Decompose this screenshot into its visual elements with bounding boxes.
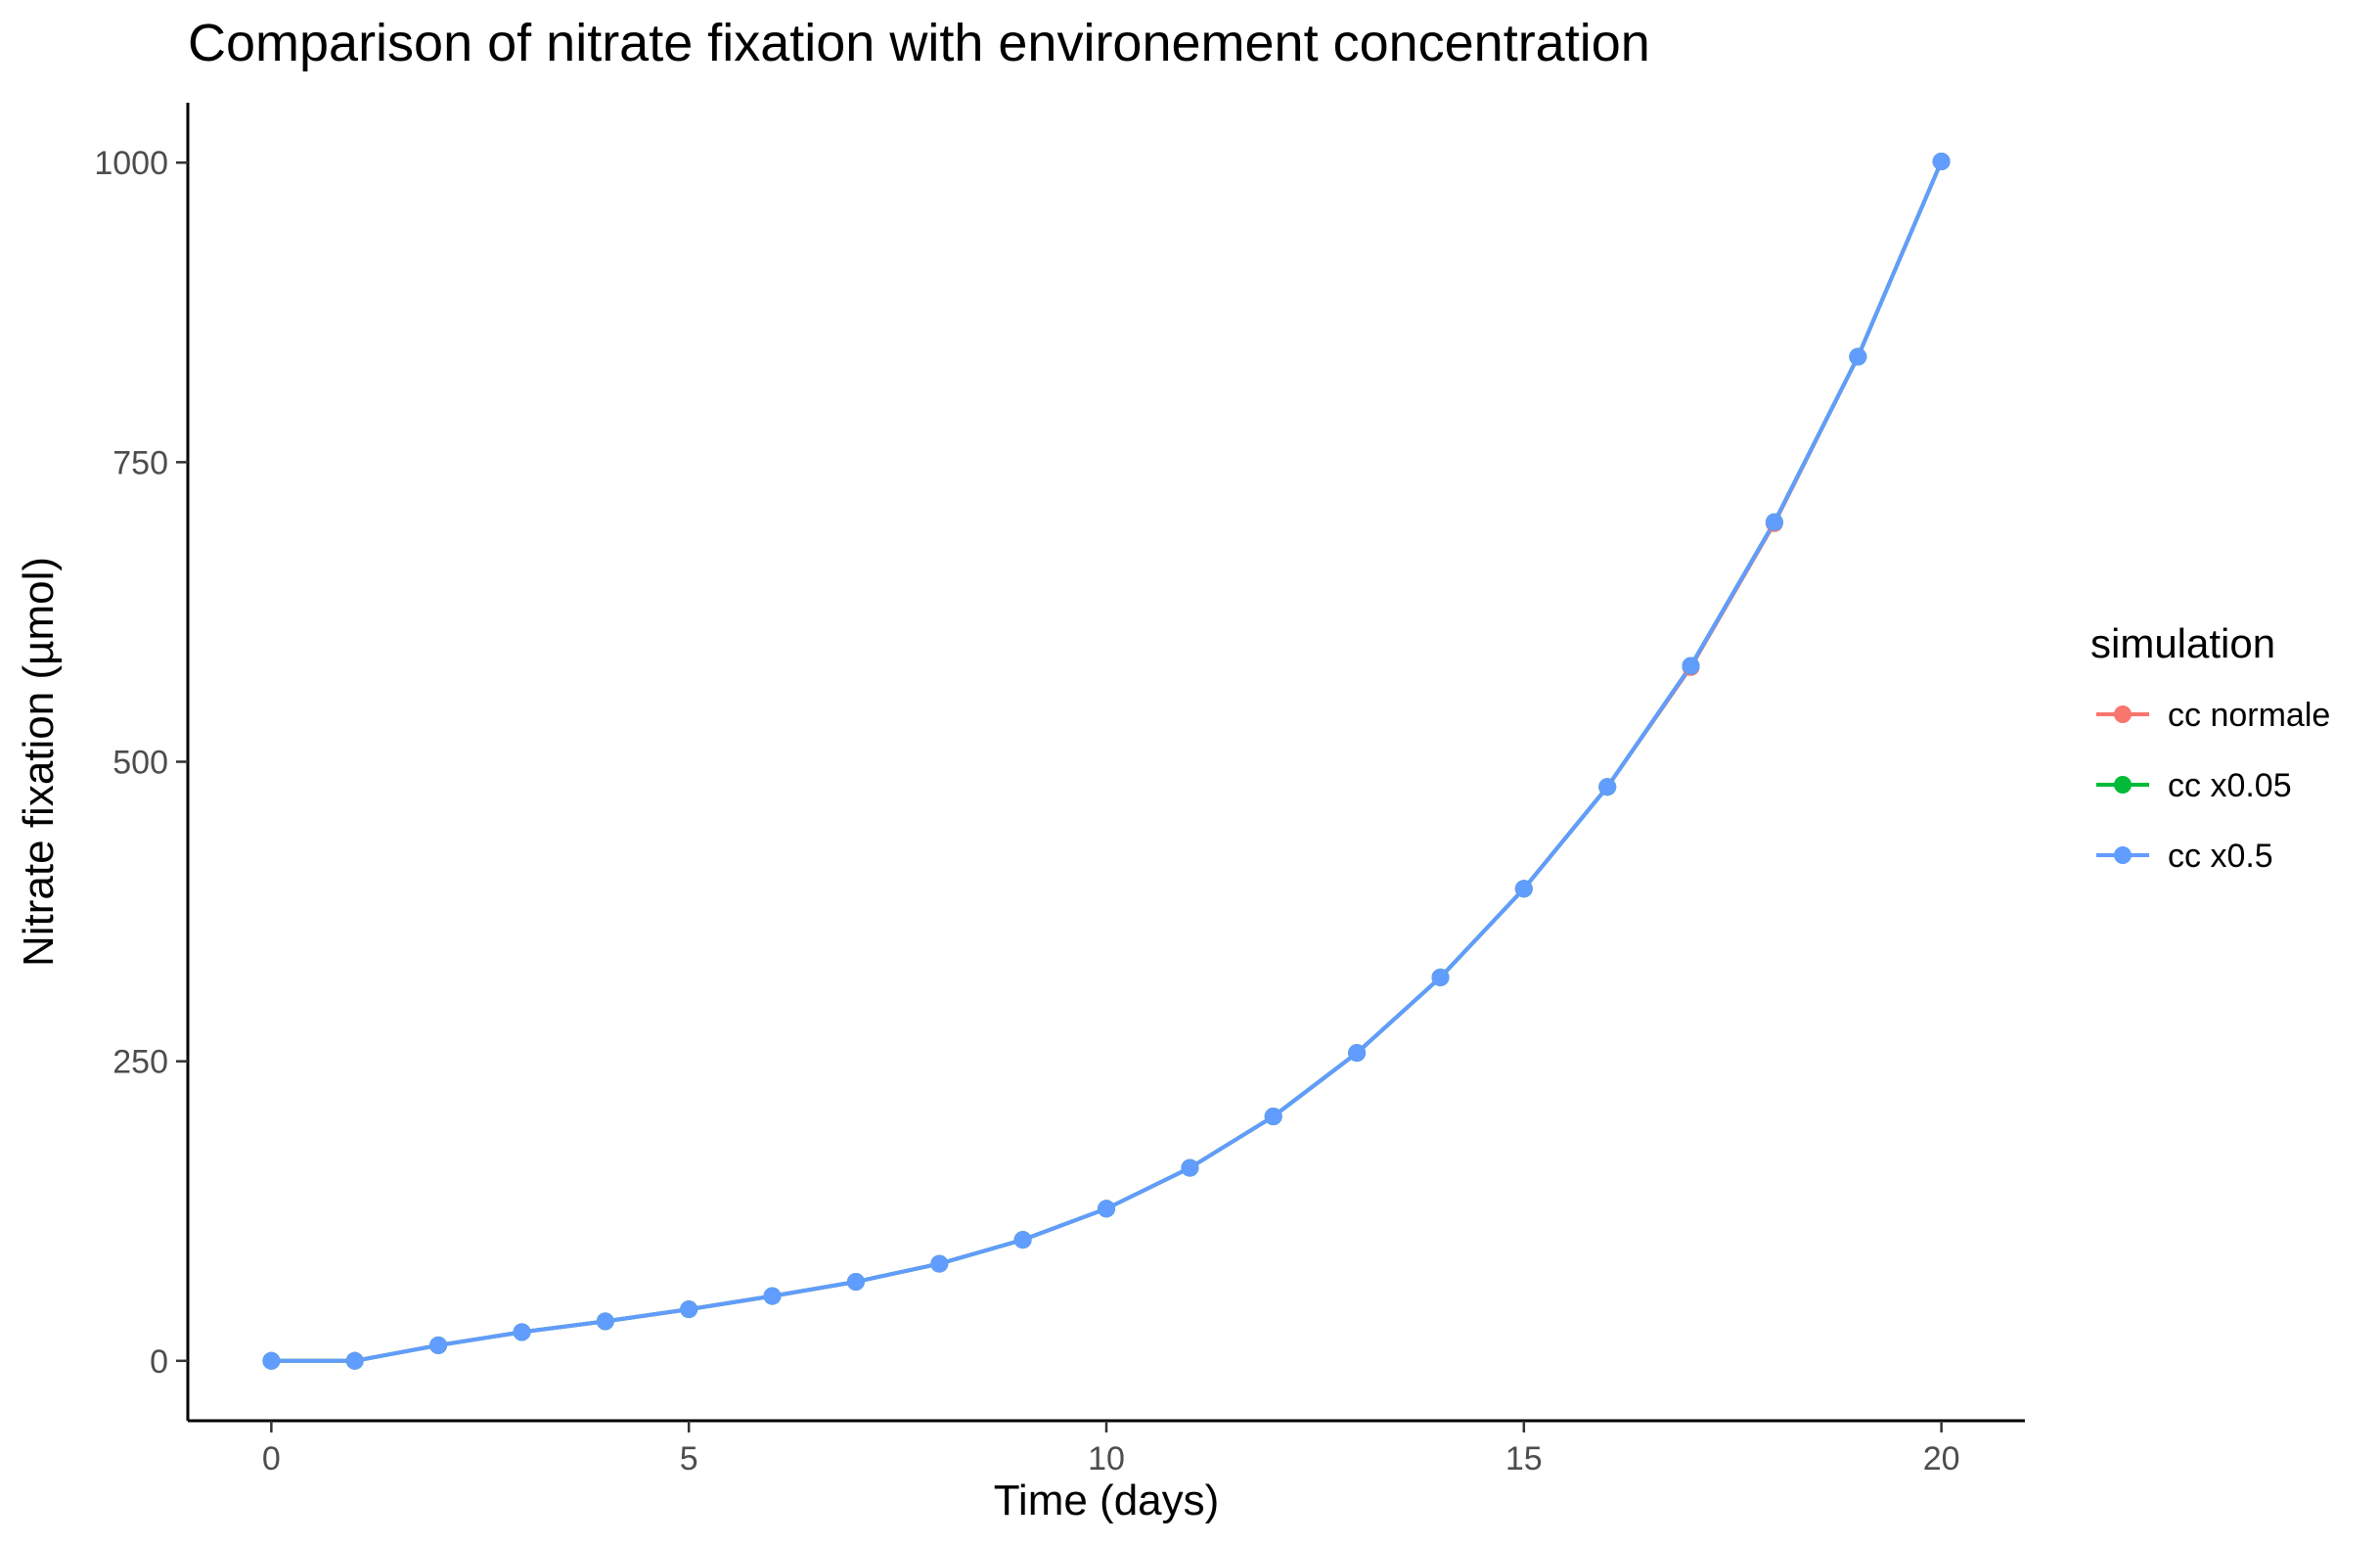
x-tick-label: 15 <box>1505 1440 1543 1477</box>
legend-key-point <box>2114 705 2132 723</box>
data-point <box>1013 1231 1032 1250</box>
y-axis-ticks: 0 250 500 750 1000 <box>94 145 188 1381</box>
x-tick-label: 10 <box>1088 1440 1125 1477</box>
data-point <box>262 1351 281 1370</box>
data-point <box>680 1300 698 1319</box>
x-tick-label: 20 <box>1923 1440 1960 1477</box>
data-point <box>1348 1044 1367 1063</box>
x-tick-label: 5 <box>680 1440 698 1477</box>
legend-key-point <box>2114 776 2132 794</box>
legend-label: cc normale <box>2168 697 2330 734</box>
y-tick-label: 500 <box>112 745 168 782</box>
legend-label: cc x0.5 <box>2168 838 2273 875</box>
x-tick-label: 0 <box>262 1440 281 1477</box>
data-point <box>513 1323 531 1341</box>
data-point <box>596 1312 614 1331</box>
data-point <box>1682 657 1700 675</box>
legend-title: simulation <box>2090 620 2275 666</box>
y-tick-label: 1000 <box>94 145 168 182</box>
data-point <box>1181 1159 1199 1177</box>
y-tick-label: 250 <box>112 1044 168 1081</box>
data-point <box>1598 778 1617 796</box>
legend-item: cc x0.05 <box>2096 767 2292 804</box>
data-point <box>1932 153 1951 170</box>
series-line-2 <box>269 159 1944 1363</box>
series-line-0 <box>269 159 1944 1363</box>
chart-title: Comparison of nitrate fixation with envi… <box>188 14 1650 72</box>
legend-item: cc normale <box>2096 697 2330 734</box>
legend-items: cc normale cc x0.05 cc x0.5 <box>2096 697 2330 875</box>
y-tick-label: 750 <box>112 444 168 481</box>
series-line-1 <box>269 159 1944 1363</box>
x-axis-ticks: 0 5 10 15 20 <box>262 1421 1960 1477</box>
y-tick-label: 0 <box>150 1343 168 1381</box>
data-point <box>1264 1108 1282 1125</box>
legend-item: cc x0.5 <box>2096 838 2273 875</box>
data-point <box>1098 1200 1115 1218</box>
data-point <box>1849 347 1867 366</box>
y-axis-title: Nitrate fixation (µmol) <box>15 557 63 967</box>
plot-lines <box>269 159 1944 1363</box>
legend-key-point <box>2114 846 2132 864</box>
data-point <box>846 1273 865 1291</box>
data-point <box>1431 968 1450 986</box>
data-point <box>1765 513 1783 531</box>
data-point <box>930 1254 949 1273</box>
x-axis-title: Time (days) <box>994 1477 1220 1524</box>
data-point <box>429 1336 448 1354</box>
data-point <box>1514 880 1533 898</box>
legend-label: cc x0.05 <box>2168 767 2292 804</box>
data-point <box>345 1351 364 1370</box>
plot-points <box>262 153 1951 1370</box>
data-point <box>763 1287 782 1305</box>
legend: simulation cc normale cc x0.05 cc x0.5 <box>2090 620 2330 875</box>
